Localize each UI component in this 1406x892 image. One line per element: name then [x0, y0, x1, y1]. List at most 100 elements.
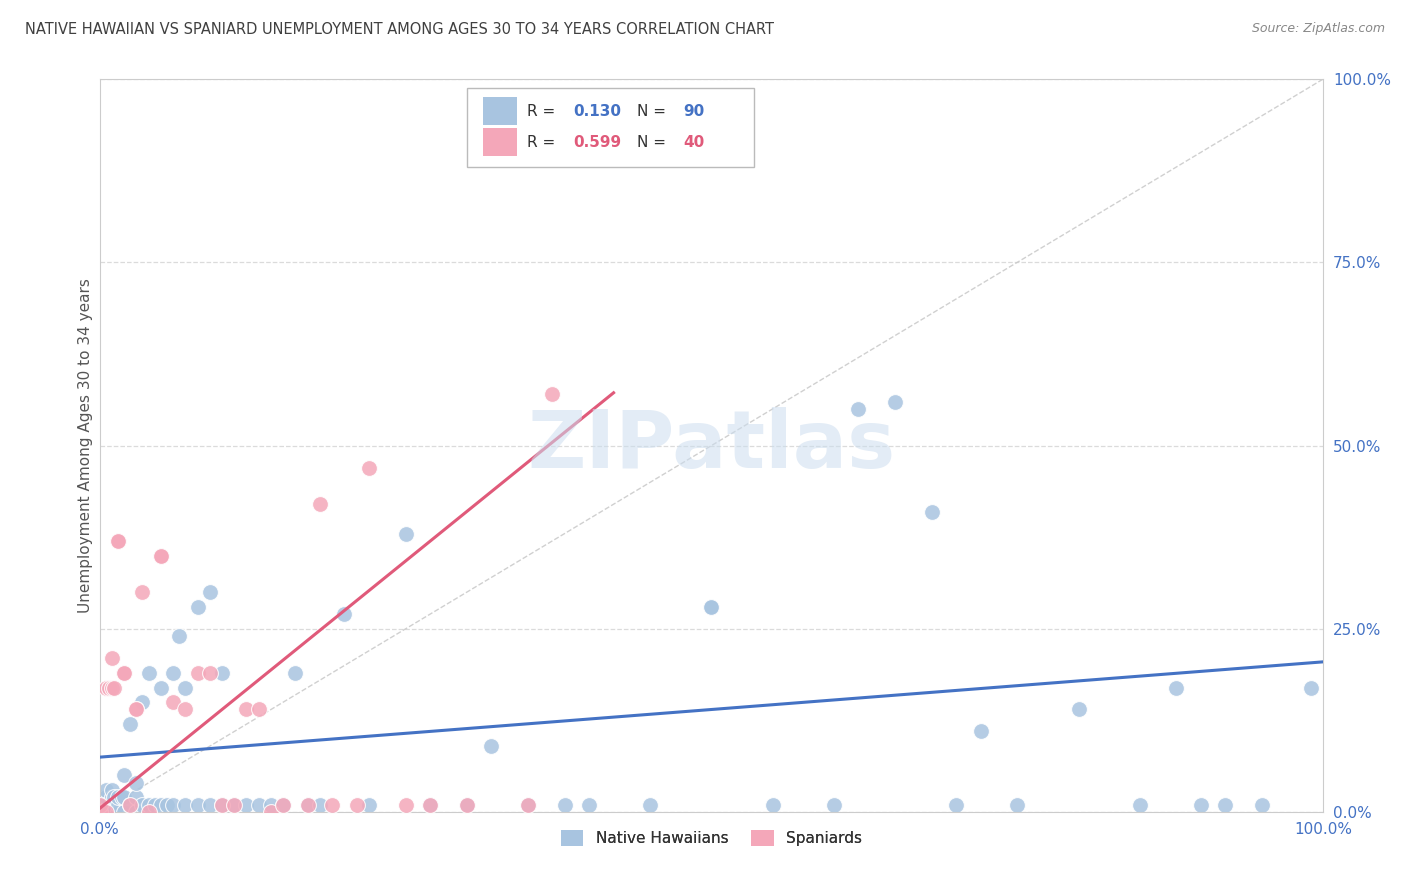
Point [167, 629, 190, 643]
Point [1189, 797, 1212, 812]
Point [578, 797, 600, 812]
Text: N =: N = [637, 135, 671, 150]
Point [211, 797, 233, 812]
Point [149, 549, 172, 563]
Point [541, 387, 564, 401]
Point [297, 797, 319, 812]
Point [419, 797, 441, 812]
Point [112, 790, 135, 805]
Point [107, 790, 129, 805]
Point [98, 681, 121, 695]
Point [94, 790, 117, 805]
Point [247, 702, 270, 716]
Point [89, 805, 111, 819]
Point [101, 651, 124, 665]
Text: ZIPatlas: ZIPatlas [527, 407, 896, 484]
Point [162, 665, 184, 680]
Point [94, 790, 117, 805]
Point [89, 797, 111, 812]
Point [103, 790, 125, 805]
Point [357, 460, 380, 475]
Point [89, 805, 111, 819]
Legend: Native Hawaiians, Spaniards: Native Hawaiians, Spaniards [554, 824, 869, 852]
Point [211, 665, 233, 680]
Point [120, 797, 142, 812]
Point [479, 739, 502, 753]
Point [89, 805, 111, 819]
Point [224, 797, 246, 812]
Point [846, 401, 869, 416]
Point [125, 790, 148, 805]
Point [1067, 702, 1090, 716]
Point [112, 665, 135, 680]
Point [120, 797, 142, 812]
Point [333, 607, 356, 622]
Point [125, 805, 148, 819]
FancyBboxPatch shape [467, 87, 754, 167]
Point [419, 797, 441, 812]
Point [969, 724, 991, 739]
Point [138, 805, 160, 819]
Point [149, 797, 172, 812]
Point [700, 599, 723, 614]
Point [174, 681, 197, 695]
Text: 90: 90 [683, 103, 704, 119]
Point [394, 526, 416, 541]
Point [112, 665, 135, 680]
Point [198, 797, 221, 812]
Point [112, 805, 135, 819]
Point [149, 549, 172, 563]
Point [247, 797, 270, 812]
Point [162, 695, 184, 709]
Point [174, 797, 197, 812]
Point [98, 805, 121, 819]
FancyBboxPatch shape [482, 128, 517, 156]
Point [138, 665, 160, 680]
Point [1251, 797, 1274, 812]
Point [271, 797, 294, 812]
Point [89, 805, 111, 819]
Point [89, 797, 111, 812]
Point [554, 797, 576, 812]
FancyBboxPatch shape [482, 97, 517, 125]
Point [89, 805, 111, 819]
Point [357, 797, 380, 812]
Text: R =: R = [527, 103, 560, 119]
Point [107, 797, 129, 812]
Point [94, 783, 117, 797]
Text: N =: N = [637, 103, 671, 119]
Point [162, 797, 184, 812]
Point [516, 797, 538, 812]
Point [138, 797, 160, 812]
Text: Source: ZipAtlas.com: Source: ZipAtlas.com [1251, 22, 1385, 36]
Point [224, 797, 246, 812]
Text: 0.130: 0.130 [574, 103, 621, 119]
Point [762, 797, 785, 812]
Point [101, 797, 124, 812]
Point [89, 805, 111, 819]
Point [260, 797, 283, 812]
Point [89, 790, 111, 805]
Point [1166, 681, 1188, 695]
Point [89, 790, 111, 805]
Point [89, 805, 111, 819]
Point [198, 585, 221, 599]
Point [394, 797, 416, 812]
Point [516, 797, 538, 812]
Point [101, 805, 124, 819]
Point [297, 797, 319, 812]
Point [309, 497, 332, 511]
Point [198, 665, 221, 680]
Point [149, 681, 172, 695]
Point [700, 599, 723, 614]
Point [94, 797, 117, 812]
Point [456, 797, 478, 812]
Text: 0.599: 0.599 [574, 135, 621, 150]
Point [131, 695, 153, 709]
Point [1215, 797, 1237, 812]
Point [187, 665, 209, 680]
Point [89, 797, 111, 812]
Point [101, 783, 124, 797]
Point [1299, 681, 1322, 695]
Point [346, 797, 368, 812]
